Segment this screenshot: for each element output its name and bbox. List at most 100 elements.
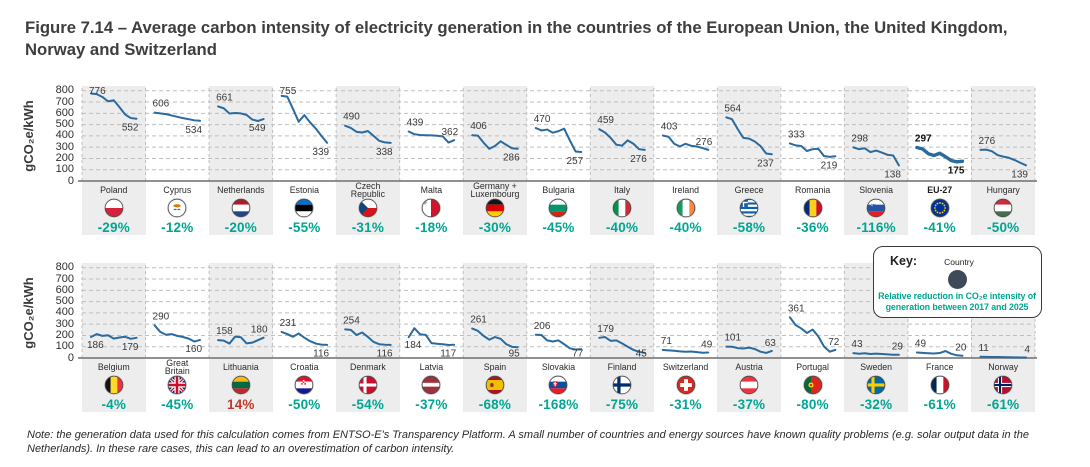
- panel-malta: Malta -18%: [399, 86, 464, 235]
- value-label-start: 231: [280, 318, 297, 329]
- country-label: EU-27: [927, 184, 953, 195]
- country-label: Sweden: [860, 361, 893, 372]
- austria-flag-svg: [739, 374, 760, 396]
- country-label: Greece: [734, 184, 764, 195]
- panel-austria: Austria -37%: [717, 263, 781, 412]
- value-label-start: 298: [851, 133, 868, 144]
- panel-estonia: Estonia -55%: [272, 86, 337, 235]
- value-label-start: 459: [597, 115, 614, 126]
- greece-flag-icon: [739, 197, 760, 219]
- germany-flag-icon: [484, 197, 505, 219]
- country-label: Italy: [613, 184, 631, 195]
- czech_republic-flag-icon: [357, 197, 378, 219]
- value-label-end: 237: [757, 158, 774, 169]
- value-label-end: 362: [441, 127, 458, 138]
- value-label-end: 276: [630, 154, 647, 165]
- lithuania-flag-icon: [230, 374, 251, 396]
- value-label-end: 179: [122, 342, 139, 353]
- country-label: France: [925, 361, 954, 372]
- value-label-end: 338: [376, 147, 393, 158]
- malta-flag-icon: [421, 197, 442, 219]
- sparkline-netherlands: [217, 105, 265, 122]
- bulgaria-flag-svg: [548, 197, 569, 219]
- country-label: Portugal: [796, 361, 829, 372]
- y-tick-label: 800: [55, 84, 74, 97]
- country-label: Spain: [483, 361, 507, 372]
- sparkline-portugal: [788, 316, 837, 353]
- panel-romania: Romania -36%: [780, 86, 845, 235]
- value-label-end: 549: [249, 123, 266, 134]
- reduction-label: -36%: [796, 219, 829, 235]
- value-label-end: 219: [821, 160, 838, 171]
- reduction-label: -31%: [669, 396, 702, 412]
- panel-portugal: Portugal -80%: [780, 263, 845, 412]
- value-label-end: 116: [377, 349, 393, 360]
- sparkline-finland: [598, 336, 646, 354]
- legend-key-box: Key: Country Relative reduction in CO₂e …: [873, 246, 1042, 318]
- panel-czech_republic: Czech Republic -31%: [336, 86, 400, 235]
- lithuania-flag-svg: [230, 374, 251, 396]
- cyprus-flag-svg: [167, 197, 188, 219]
- y-tick-label: 500: [55, 118, 74, 131]
- estonia-flag-svg: [294, 197, 315, 219]
- value-label-end: 339: [312, 147, 329, 158]
- malta-flag-svg: [421, 197, 442, 219]
- value-label-end: 175: [948, 165, 965, 176]
- y-tick-label: 400: [55, 306, 74, 319]
- value-label-start: 158: [216, 326, 233, 337]
- gridlines: [81, 88, 1036, 181]
- sweden-flag-svg: [866, 374, 887, 396]
- sparkline-great_britain: [153, 324, 202, 343]
- sparkline-norway: [979, 355, 1027, 359]
- poland-flag-icon: [103, 197, 124, 219]
- panel-ireland: Ireland -40%: [653, 86, 718, 235]
- y-tick-label: 700: [55, 95, 74, 108]
- sparkline-czech_republic: [344, 124, 392, 144]
- hungary-flag-icon: [993, 197, 1014, 219]
- panel-great_britain: Great Britain -45%: [145, 263, 210, 412]
- reduction-label: -75%: [605, 396, 639, 412]
- reduction-label: -61%: [987, 396, 1020, 412]
- panel-finland: Finland -75%: [590, 263, 654, 412]
- eu27-flag-svg: [929, 197, 950, 219]
- bulgaria-flag-icon: [548, 197, 569, 219]
- reduction-label: -40%: [669, 219, 702, 235]
- panel-hungary: Hungary -50%: [971, 86, 1035, 235]
- reduction-label: -4%: [101, 396, 127, 412]
- reduction-label: -54%: [351, 396, 385, 412]
- country-label: Germany + Luxembourg: [470, 181, 520, 199]
- key-description: Relative reduction in CO₂e intensity of …: [878, 291, 1036, 312]
- y-tick-label: 300: [55, 140, 74, 153]
- romania-flag-svg: [802, 197, 823, 219]
- panel-greece: Greece -58%: [717, 86, 781, 235]
- reduction-label: -12%: [161, 219, 194, 235]
- y-tick-label: 0: [67, 351, 74, 364]
- great_britain-flag-svg: [167, 374, 188, 396]
- value-label-start: 333: [788, 129, 805, 140]
- country-label: Denmark: [350, 361, 386, 372]
- value-label-end: 45: [636, 349, 648, 360]
- croatia-flag-svg: [294, 374, 315, 396]
- key-country-circle-icon: [948, 270, 967, 289]
- country-label: Croatia: [290, 361, 319, 372]
- sparkline-italy: [598, 128, 646, 151]
- value-label-end: 20: [955, 343, 967, 354]
- y-tick-label: 200: [55, 328, 74, 341]
- value-label-start: 470: [534, 114, 551, 125]
- finland-flag-svg: [612, 374, 633, 396]
- value-label-end: 257: [567, 156, 584, 167]
- finland-flag-icon: [612, 374, 633, 396]
- value-label-end: 95: [509, 349, 521, 360]
- sparkline-greece: [725, 116, 773, 156]
- panel-latvia: Latvia -37%: [399, 263, 464, 412]
- value-label-end: 29: [892, 342, 904, 353]
- value-label-end: 77: [572, 349, 584, 360]
- value-label-start: 606: [153, 99, 170, 110]
- sparkline-lithuania: [217, 335, 265, 345]
- y-tick-label: 700: [55, 272, 74, 285]
- sparkline-denmark: [344, 328, 392, 346]
- hungary-flag-svg: [993, 197, 1014, 219]
- y-axis-label: gCO₂e/kWh: [21, 100, 36, 172]
- sparklines-plot: 776 552 606 534 661 549 755 339 490 338 439 362 406 2…: [78, 86, 1037, 182]
- reduction-label: -80%: [796, 396, 829, 412]
